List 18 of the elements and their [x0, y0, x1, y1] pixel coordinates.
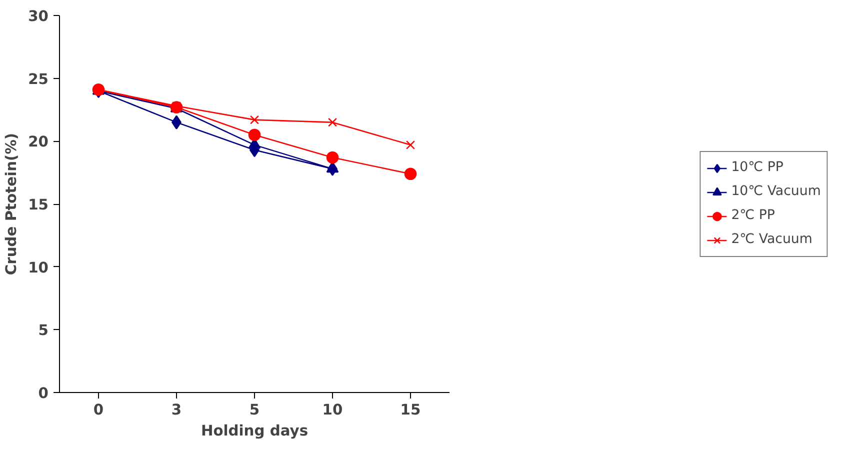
- y-tick-label: 10: [28, 259, 49, 276]
- legend-label: 10℃ PP: [731, 160, 784, 175]
- legend-label: 2℃ Vacuum: [731, 232, 812, 247]
- y-axis-title: Crude Ptotein(%): [3, 132, 20, 276]
- x-tick-label: 10: [322, 402, 343, 418]
- y-tick-label: 30: [28, 8, 49, 25]
- x-tick-label: 3: [171, 402, 182, 418]
- x-tick-label: 0: [93, 402, 104, 418]
- y-tick-label: 5: [38, 322, 49, 340]
- x-tick-label: 5: [249, 402, 260, 418]
- y-tick-label: 25: [28, 70, 49, 88]
- legend-label: 10℃ Vacuum: [731, 184, 821, 199]
- y-tick-label: 20: [28, 134, 49, 151]
- y-tick-label: 0: [38, 385, 49, 402]
- x-axis-title: Holding days: [200, 422, 308, 440]
- x-tick-label: 15: [400, 402, 421, 418]
- legend-label: 2℃ PP: [731, 208, 775, 223]
- y-tick-label: 15: [28, 196, 49, 214]
